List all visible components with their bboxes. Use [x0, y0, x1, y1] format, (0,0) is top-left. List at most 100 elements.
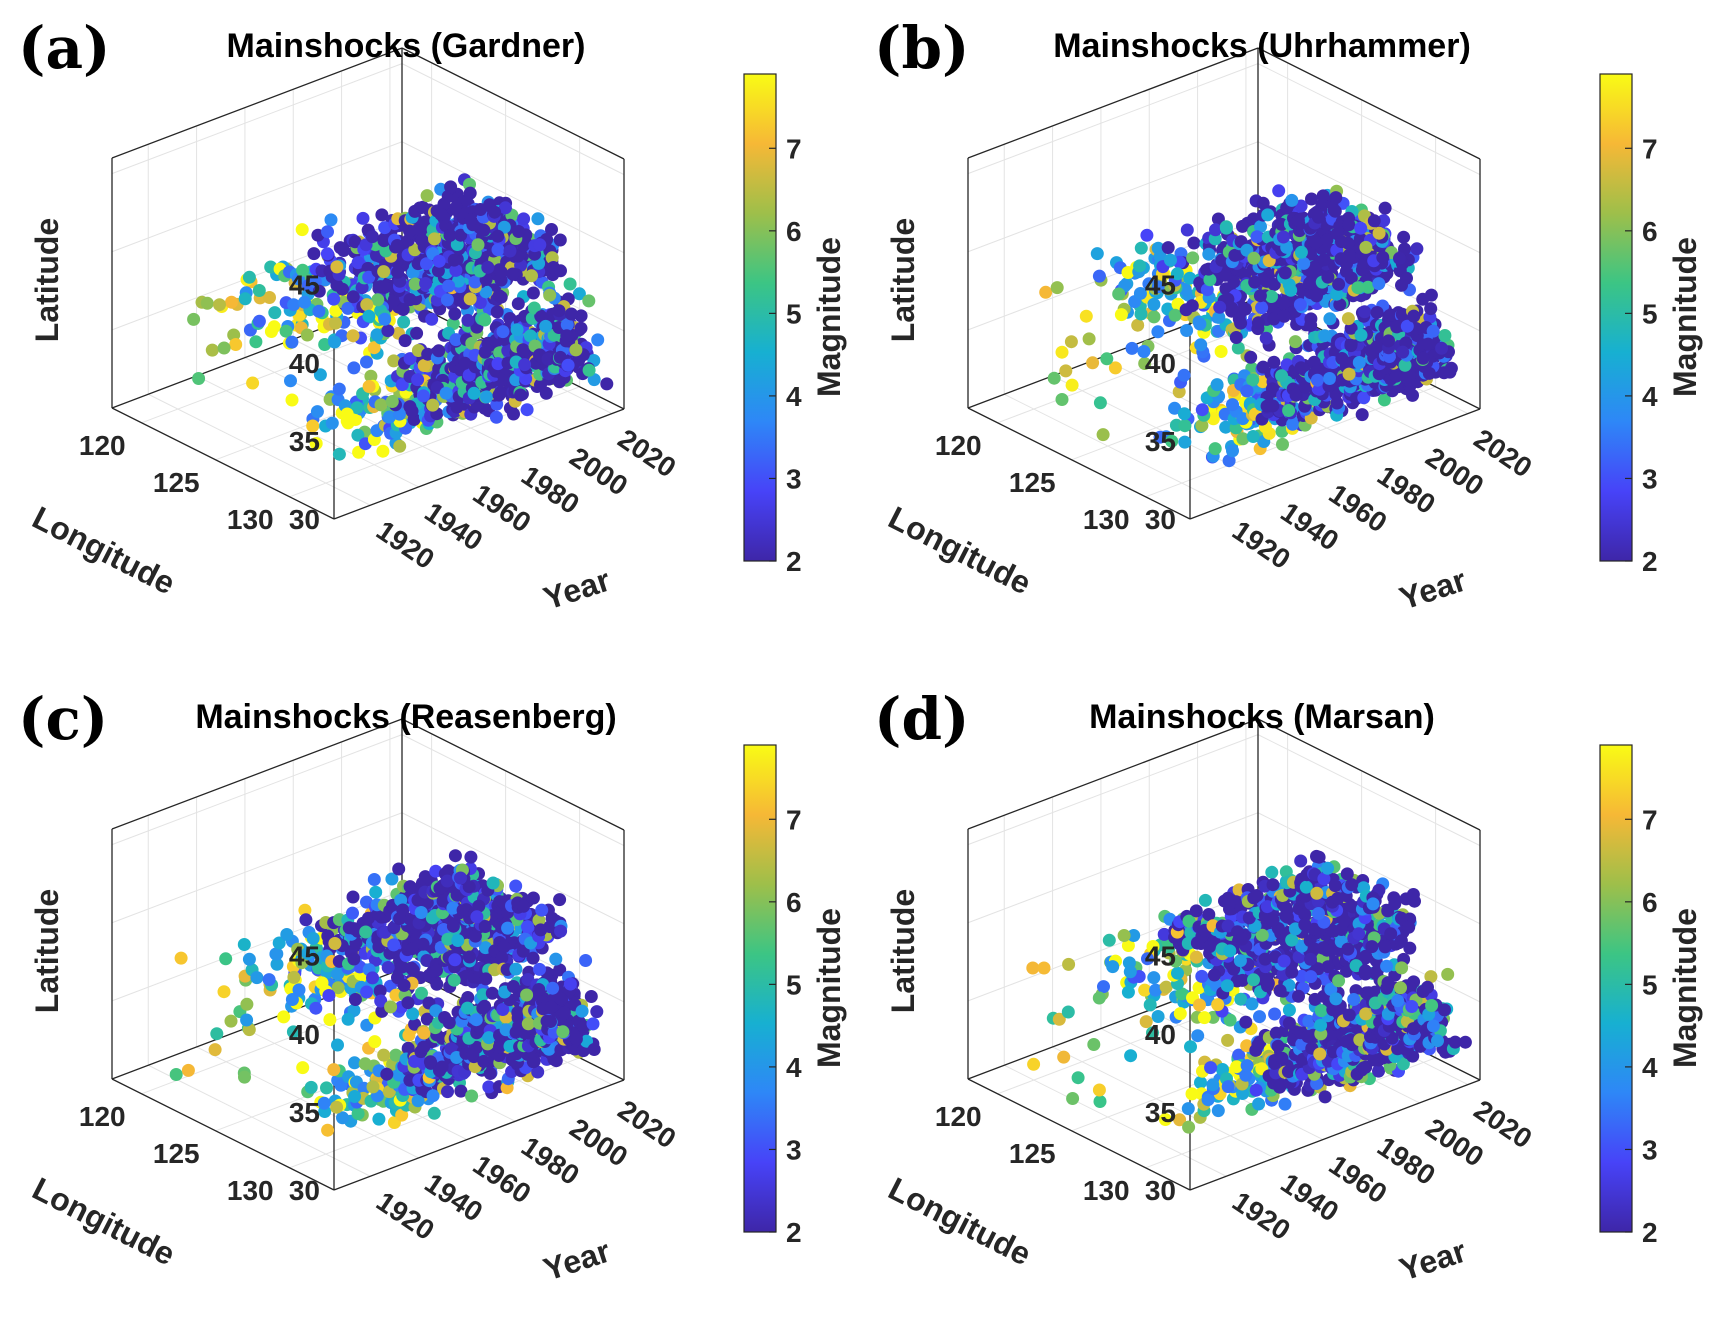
data-point: [494, 386, 507, 399]
data-point: [355, 281, 369, 295]
data-point: [454, 228, 468, 242]
data-point: [532, 913, 546, 927]
data-point: [1213, 300, 1227, 314]
data-point: [477, 1054, 491, 1068]
colorbar-tick-label: 5: [786, 969, 802, 1000]
data-point: [466, 1047, 480, 1061]
data-point: [1416, 351, 1430, 365]
data-point: [574, 321, 588, 335]
data-point: [217, 341, 231, 355]
data-point: [327, 1063, 341, 1077]
data-point: [511, 1006, 525, 1019]
scatter-points: [169, 849, 604, 1137]
data-point: [1131, 318, 1145, 332]
data-point: [1177, 368, 1191, 382]
data-point: [423, 1055, 437, 1069]
data-point: [1435, 341, 1449, 355]
data-point: [1138, 357, 1152, 370]
data-point: [1239, 1015, 1253, 1029]
data-point: [495, 951, 509, 965]
data-point: [331, 1038, 344, 1052]
data-point: [1253, 1010, 1266, 1024]
colorbar-tick-label: 6: [786, 887, 802, 918]
data-point: [560, 329, 574, 343]
data-point: [310, 405, 324, 419]
data-point: [454, 871, 467, 885]
data-point: [192, 372, 206, 385]
data-point: [1200, 283, 1214, 297]
scatter-points: [187, 173, 614, 461]
data-point: [414, 906, 428, 919]
data-point: [1376, 250, 1390, 264]
z-tick-label: 30: [289, 504, 320, 535]
data-point: [544, 1015, 557, 1028]
data-point: [1055, 345, 1069, 359]
data-point: [498, 201, 512, 215]
colorbar-tick-label: 5: [786, 298, 802, 329]
data-point: [376, 444, 390, 458]
data-point: [586, 1017, 600, 1031]
data-point: [1231, 341, 1245, 355]
data-point: [229, 338, 243, 351]
data-point: [1230, 1060, 1244, 1074]
data-point: [391, 265, 405, 279]
data-point: [1065, 378, 1079, 392]
data-point: [1377, 393, 1391, 407]
chart-title: Mainshocks (Uhrhammer): [1053, 27, 1471, 65]
data-point: [432, 344, 446, 358]
data-point: [378, 312, 392, 326]
data-point: [444, 180, 458, 194]
data-point: [477, 223, 491, 237]
data-point: [518, 358, 532, 372]
data-point: [531, 1065, 545, 1079]
data-point: [1092, 269, 1106, 283]
data-point: [1125, 341, 1139, 355]
x-axis-label: Year: [539, 1233, 614, 1288]
data-point: [403, 224, 416, 238]
data-point: [381, 961, 395, 974]
data-point: [1193, 317, 1207, 331]
data-point: [490, 305, 504, 319]
y-tick-label: 125: [153, 467, 200, 498]
data-point: [394, 893, 408, 907]
data-point: [1256, 196, 1270, 210]
data-point: [389, 988, 403, 1002]
data-point: [1102, 933, 1116, 947]
data-point: [1438, 329, 1452, 342]
data-point: [446, 919, 460, 933]
data-point: [328, 937, 342, 950]
data-point: [563, 977, 577, 991]
data-point: [396, 303, 410, 316]
data-point: [1359, 240, 1373, 254]
data-point: [482, 1080, 496, 1094]
data-point: [1134, 307, 1148, 321]
data-point: [1047, 371, 1061, 385]
data-point: [473, 203, 487, 216]
data-point: [1335, 235, 1348, 249]
data-point: [493, 1040, 506, 1054]
data-point: [406, 1007, 420, 1021]
data-point: [1208, 232, 1222, 246]
data-point: [300, 328, 314, 342]
data-point: [285, 393, 299, 407]
data-point: [539, 319, 553, 333]
data-point: [443, 228, 457, 242]
data-point: [1175, 987, 1189, 1001]
data-point: [509, 879, 523, 893]
data-point: [448, 849, 462, 863]
data-point: [1330, 287, 1344, 301]
data-point: [441, 932, 455, 946]
data-point: [580, 1034, 593, 1048]
data-point: [1389, 369, 1403, 383]
data-point: [1328, 204, 1342, 218]
panel-d: 30 35 40 45 120 125 130 1920 1940 1960 1980 2000 202…: [856, 671, 1712, 1342]
data-point: [494, 290, 508, 304]
data-point: [1127, 929, 1141, 942]
data-point: [298, 903, 312, 917]
colorbar-tick-label: 5: [1642, 298, 1658, 329]
data-point: [1329, 191, 1343, 205]
data-point: [416, 389, 430, 403]
data-point: [1057, 1050, 1071, 1064]
